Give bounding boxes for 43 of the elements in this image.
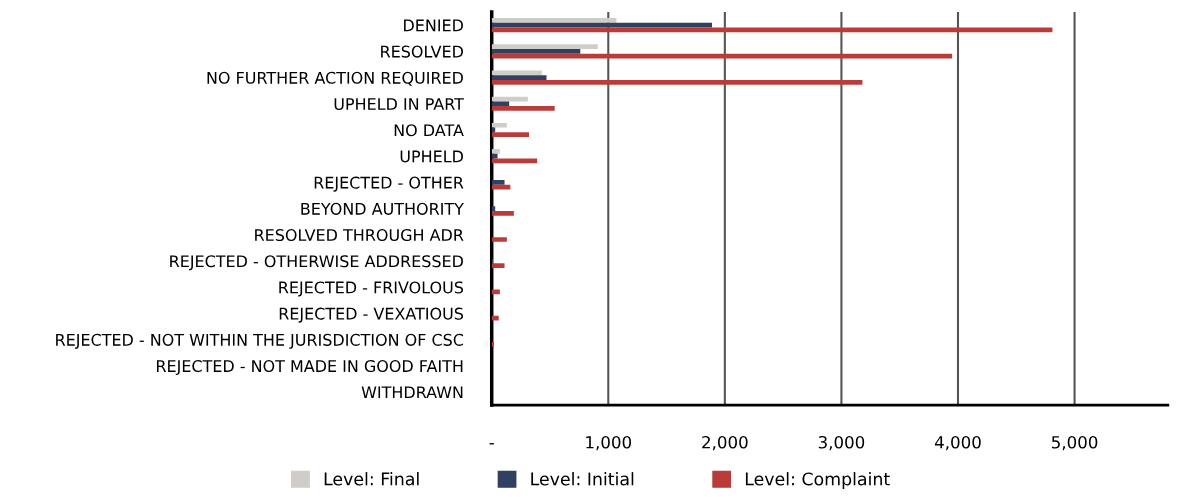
- bar: [491, 180, 505, 185]
- y-tick-label: REJECTED - FRIVOLOUS: [279, 281, 464, 297]
- x-tick-label: 4,000: [934, 435, 981, 451]
- bar: [491, 341, 495, 347]
- x-tick-label: 2,000: [702, 435, 748, 451]
- bar: [491, 132, 530, 138]
- y-tick-label: REJECTED - OTHER: [314, 176, 464, 192]
- y-tick-label: NO DATA: [394, 124, 464, 137]
- x-tick-label: 3,000: [818, 435, 865, 451]
- bar: [491, 22, 713, 28]
- y-tick-label: DENIED: [404, 19, 463, 32]
- bar: [491, 75, 547, 80]
- bar: [491, 70, 542, 76]
- y-tick-label: UPHELD IN PART: [334, 98, 464, 111]
- bar: [491, 44, 598, 49]
- y-tick-label: REJECTED - VEXATIOUS: [279, 307, 464, 323]
- x-tick-label: -: [489, 443, 494, 445]
- bar: [491, 210, 514, 216]
- bar: [491, 122, 507, 128]
- bar: [491, 153, 498, 159]
- y-tick-label: WITHDRAWN: [361, 386, 463, 399]
- legend-label: Level: Final: [324, 472, 419, 486]
- x-tick-label: 1,000: [586, 435, 632, 451]
- bar: [491, 79, 863, 85]
- x-tick-label: 5,000: [1051, 435, 1098, 451]
- y-tick-label: NO FURTHER ACTION REQUIRED: [207, 71, 463, 86]
- y-tick-label: UPHELD: [400, 150, 463, 163]
- y-tick-label: REJECTED - NOT MADE IN GOOD FAITH: [157, 360, 463, 376]
- legend-label: Level: Initial: [531, 472, 634, 486]
- legend-label: Level: Complaint: [745, 472, 890, 489]
- bar: [491, 237, 507, 242]
- bar: [491, 101, 510, 107]
- bar: [491, 18, 617, 23]
- bar: [491, 106, 555, 111]
- bar: [491, 49, 581, 54]
- y-tick-label: REJECTED - NOT WITHIN THE JURISDICTION OF CSC: [56, 333, 464, 349]
- y-tick-label: RESOLVED: [381, 45, 463, 58]
- y-tick-label: RESOLVED THROUGH ADR: [255, 229, 464, 242]
- bar: [491, 206, 496, 211]
- y-tick-label: REJECTED - OTHERWISE ADDRESSED: [170, 255, 463, 271]
- bar: [491, 149, 500, 154]
- bar: [491, 263, 505, 269]
- y-tick-label: BEYOND AUTHORITY: [301, 202, 464, 215]
